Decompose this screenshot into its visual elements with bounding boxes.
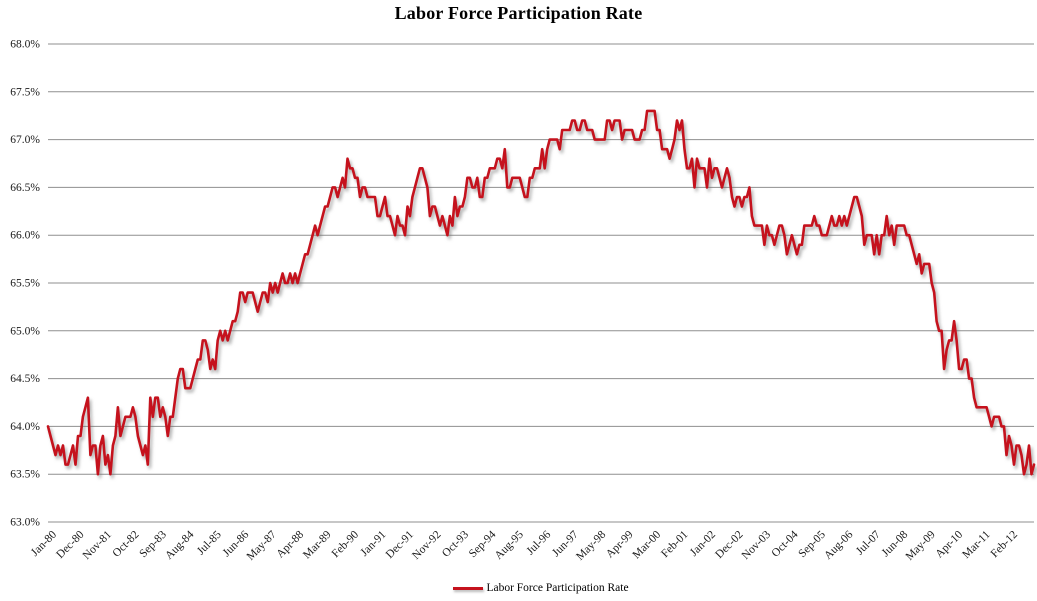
x-axis-tick-label: Feb-01 <box>659 528 691 560</box>
legend-line-swatch <box>453 586 484 590</box>
y-axis-tick-label: 66.0% <box>10 230 40 242</box>
y-axis-tick-label: 65.0% <box>10 325 40 337</box>
x-axis-tick-label: Nov-03 <box>740 528 774 562</box>
x-axis-tick-label: Aug-84 <box>163 528 197 562</box>
x-axis-tick-label: Mar-00 <box>631 528 664 561</box>
x-axis-tick-label: Oct-04 <box>769 528 800 559</box>
legend-label: Labor Force Participation Rate <box>486 582 629 594</box>
x-axis-tick-label: May-98 <box>574 528 608 562</box>
legend: Labor Force Participation Rate <box>48 580 1034 596</box>
x-axis-tick-label: Dec-02 <box>713 528 746 561</box>
x-axis-tick-label: Aug-06 <box>822 528 856 562</box>
y-axis-tick-label: 63.0% <box>10 517 40 529</box>
chart-title: Labor Force Participation Rate <box>394 3 643 23</box>
x-axis-tick-label: Nov-81 <box>81 528 115 562</box>
y-axis-tick-label: 68.0% <box>10 39 40 51</box>
x-axis-tick-label: May-87 <box>245 528 279 562</box>
y-axis-tick-label: 63.5% <box>10 469 40 481</box>
x-axis-tick-label: Dec-91 <box>384 528 417 561</box>
y-axis-tick-label: 67.0% <box>10 134 40 146</box>
x-axis-tick-label: Mar-89 <box>301 528 334 561</box>
y-axis-tick-label: 67.5% <box>10 86 40 98</box>
x-axis-tick-label: Oct-93 <box>440 528 471 559</box>
x-axis-tick-label: Nov-92 <box>410 528 444 562</box>
x-axis-tick-label: Apr-88 <box>274 528 306 560</box>
x-axis-tick-label: Jul-96 <box>525 528 554 557</box>
y-axis-tick-label: 64.0% <box>10 421 40 433</box>
y-axis-tick-label: 66.5% <box>10 182 40 194</box>
x-axis-tick-label: Feb-12 <box>989 528 1021 560</box>
x-axis-tick-label: Feb-90 <box>330 528 362 560</box>
x-axis-tick-label: May-09 <box>904 528 938 562</box>
x-axis-tick-label: Apr-99 <box>604 528 636 560</box>
x-axis-tick-label: Aug-95 <box>493 528 527 562</box>
x-axis-tick-label: Apr-10 <box>933 528 965 560</box>
y-axis-tick-label: 64.5% <box>10 373 40 385</box>
x-axis-tick-label: Mar-11 <box>960 528 993 561</box>
x-axis-tick-label: Oct-82 <box>110 528 141 559</box>
x-axis-tick-label: Dec-80 <box>54 528 87 561</box>
x-axis-tick-label: Jul-85 <box>195 528 224 557</box>
data-line-labor-force-participation-rate <box>46 109 1036 476</box>
y-axis-tick-label: 65.5% <box>10 278 40 290</box>
x-axis-tick-label: Jul-07 <box>854 528 883 557</box>
